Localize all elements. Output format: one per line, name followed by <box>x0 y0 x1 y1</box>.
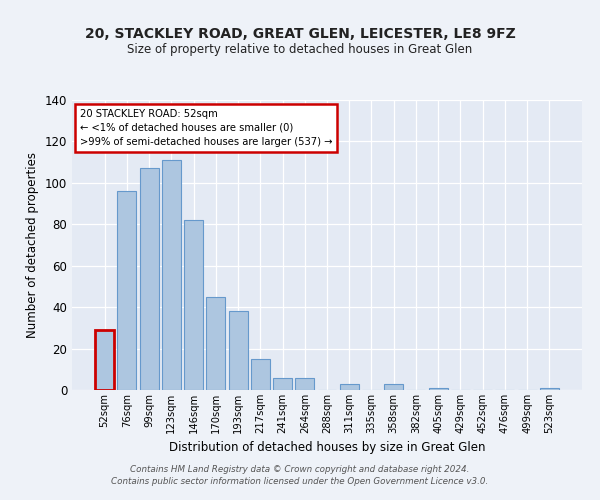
Text: Contains public sector information licensed under the Open Government Licence v3: Contains public sector information licen… <box>112 477 488 486</box>
Bar <box>273 378 292 390</box>
Bar <box>140 168 158 390</box>
Bar <box>162 160 181 390</box>
Text: Contains HM Land Registry data © Crown copyright and database right 2024.: Contains HM Land Registry data © Crown c… <box>130 466 470 474</box>
Bar <box>540 388 559 390</box>
Bar <box>429 388 448 390</box>
Bar <box>229 312 248 390</box>
Bar <box>118 191 136 390</box>
Text: 20 STACKLEY ROAD: 52sqm
← <1% of detached houses are smaller (0)
>99% of semi-de: 20 STACKLEY ROAD: 52sqm ← <1% of detache… <box>80 108 332 146</box>
Bar <box>95 330 114 390</box>
X-axis label: Distribution of detached houses by size in Great Glen: Distribution of detached houses by size … <box>169 442 485 454</box>
Y-axis label: Number of detached properties: Number of detached properties <box>26 152 39 338</box>
Bar <box>340 384 359 390</box>
Bar <box>251 359 270 390</box>
Bar <box>206 297 225 390</box>
Bar <box>184 220 203 390</box>
Text: 20, STACKLEY ROAD, GREAT GLEN, LEICESTER, LE8 9FZ: 20, STACKLEY ROAD, GREAT GLEN, LEICESTER… <box>85 28 515 42</box>
Bar <box>295 378 314 390</box>
Text: Size of property relative to detached houses in Great Glen: Size of property relative to detached ho… <box>127 42 473 56</box>
Bar <box>384 384 403 390</box>
